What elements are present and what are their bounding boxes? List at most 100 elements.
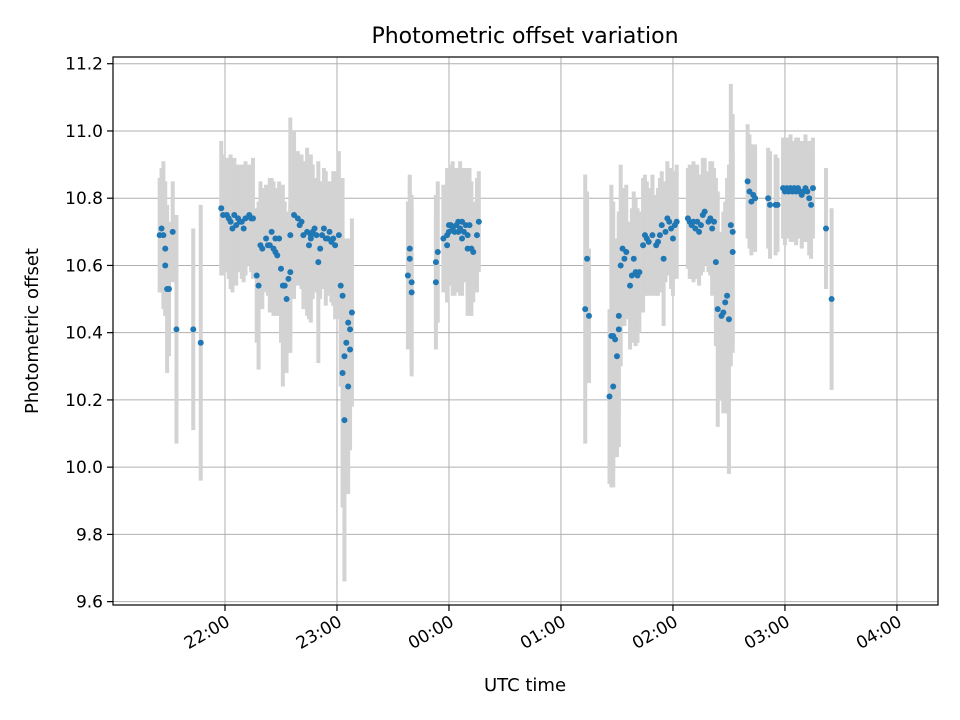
data-point <box>158 225 165 232</box>
data-point <box>307 235 314 242</box>
data-point <box>660 255 667 262</box>
x-tick-label: 23:00 <box>293 612 345 654</box>
data-point <box>714 306 721 313</box>
data-point <box>197 339 204 346</box>
data-point <box>259 245 266 252</box>
data-point <box>298 218 305 225</box>
y-tick-label: 11.0 <box>65 122 103 142</box>
data-point <box>697 222 704 229</box>
data-point <box>190 326 197 333</box>
data-point <box>227 218 234 225</box>
data-point <box>162 245 169 252</box>
data-point <box>173 326 180 333</box>
data-point <box>662 228 669 235</box>
data-point <box>823 225 830 232</box>
data-point <box>470 248 477 255</box>
data-point <box>645 238 652 245</box>
data-point <box>347 346 354 353</box>
data-point <box>406 245 413 252</box>
data-point <box>473 232 480 239</box>
data-point <box>283 296 290 303</box>
data-point <box>828 296 835 303</box>
data-point <box>636 269 643 276</box>
data-point <box>274 252 281 259</box>
data-point <box>255 282 262 289</box>
data-point <box>317 245 324 252</box>
data-point <box>249 215 256 222</box>
data-point <box>305 242 312 249</box>
y-tick-label: 9.6 <box>76 593 103 613</box>
data-point <box>347 326 354 333</box>
data-point <box>613 353 620 360</box>
data-point <box>404 272 411 279</box>
data-point <box>655 238 662 245</box>
data-point <box>311 225 318 232</box>
data-point <box>727 222 734 229</box>
x-tick-label: 02:00 <box>629 612 681 654</box>
data-point <box>345 383 352 390</box>
data-point <box>218 205 225 212</box>
data-point <box>729 228 736 235</box>
data-point <box>711 218 718 225</box>
data-point <box>253 272 260 279</box>
data-point <box>406 255 413 262</box>
plot-frame <box>112 56 939 606</box>
data-point <box>240 225 247 232</box>
data-point <box>466 222 473 229</box>
data-point <box>165 285 172 292</box>
data-point <box>809 185 816 192</box>
data-point <box>285 275 292 282</box>
y-axis-label: Photometric offset <box>22 248 43 414</box>
y-tick-label: 10.0 <box>65 458 103 478</box>
data-point <box>432 279 439 286</box>
data-point <box>806 195 813 202</box>
data-point <box>709 225 716 232</box>
data-point <box>615 326 622 333</box>
data-point <box>615 312 622 319</box>
data-point <box>612 336 619 343</box>
data-point <box>277 265 284 272</box>
y-tick-label: 11.2 <box>65 55 103 75</box>
data-point <box>287 269 294 276</box>
data-points <box>156 178 835 424</box>
data-point <box>281 282 288 289</box>
data-point <box>332 242 339 249</box>
data-point <box>444 242 451 249</box>
data-point <box>744 178 751 185</box>
data-point <box>343 339 350 346</box>
data-point <box>432 259 439 266</box>
x-tick-label: 01:00 <box>517 612 569 654</box>
data-point <box>808 201 815 208</box>
data-point <box>656 232 663 239</box>
y-tick-label: 10.6 <box>65 256 103 276</box>
data-point <box>621 255 628 262</box>
data-point <box>582 306 589 313</box>
x-tick-label: 22:00 <box>181 612 233 654</box>
data-point <box>287 232 294 239</box>
data-point <box>348 309 355 316</box>
data-point <box>339 292 346 299</box>
data-point <box>276 235 283 242</box>
data-point <box>315 259 322 266</box>
data-point <box>408 279 415 286</box>
data-point <box>658 222 665 229</box>
data-point <box>345 319 352 326</box>
data-point <box>640 242 647 249</box>
data-point <box>268 228 275 235</box>
data-point <box>330 235 337 242</box>
data-point <box>313 232 320 239</box>
data-point <box>627 282 634 289</box>
data-point <box>585 312 592 319</box>
data-point <box>673 218 680 225</box>
data-point <box>724 292 731 299</box>
data-point <box>475 218 482 225</box>
data-point <box>649 232 656 239</box>
data-point <box>464 232 471 239</box>
chart-title: Photometric offset variation <box>371 24 678 49</box>
data-point <box>804 188 811 195</box>
data-point <box>696 228 703 235</box>
data-point <box>335 232 342 239</box>
data-point <box>720 309 727 316</box>
data-point <box>326 228 333 235</box>
